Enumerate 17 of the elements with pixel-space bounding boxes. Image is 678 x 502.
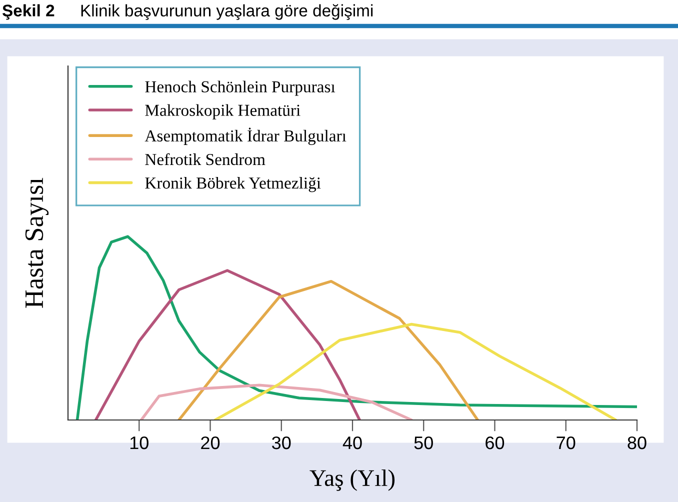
x-axis-title: Yaş (Yıl) bbox=[310, 469, 395, 491]
x-tick-label: 70 bbox=[556, 436, 576, 450]
legend-label: Henoch Schönlein Purpurası bbox=[145, 80, 336, 96]
x-tick-label: 40 bbox=[342, 436, 362, 450]
x-tick-label: 80 bbox=[628, 436, 646, 450]
x-tick-label: 10 bbox=[130, 436, 148, 450]
chart-subtitle: Klinik başvurunun yaşlara göre değişimi bbox=[81, 4, 373, 20]
x-tick-label: 30 bbox=[272, 436, 291, 450]
x-tick-label: 50 bbox=[414, 436, 433, 450]
chart-title: Şekil 2 bbox=[2, 4, 54, 20]
y-axis-title: Hasta Sayısı bbox=[25, 178, 49, 308]
legend-label: Nefrotik Sendrom bbox=[145, 153, 266, 166]
legend-label: Kronik Böbrek Yetmezliği bbox=[145, 176, 321, 192]
x-tick-label: 60 bbox=[486, 436, 504, 450]
legend-label: Asemptomatik İdrar Bulguları bbox=[144, 128, 346, 145]
x-tick-label: 20 bbox=[201, 436, 220, 450]
legend-label: Makroskopik Hematüri bbox=[145, 104, 300, 120]
